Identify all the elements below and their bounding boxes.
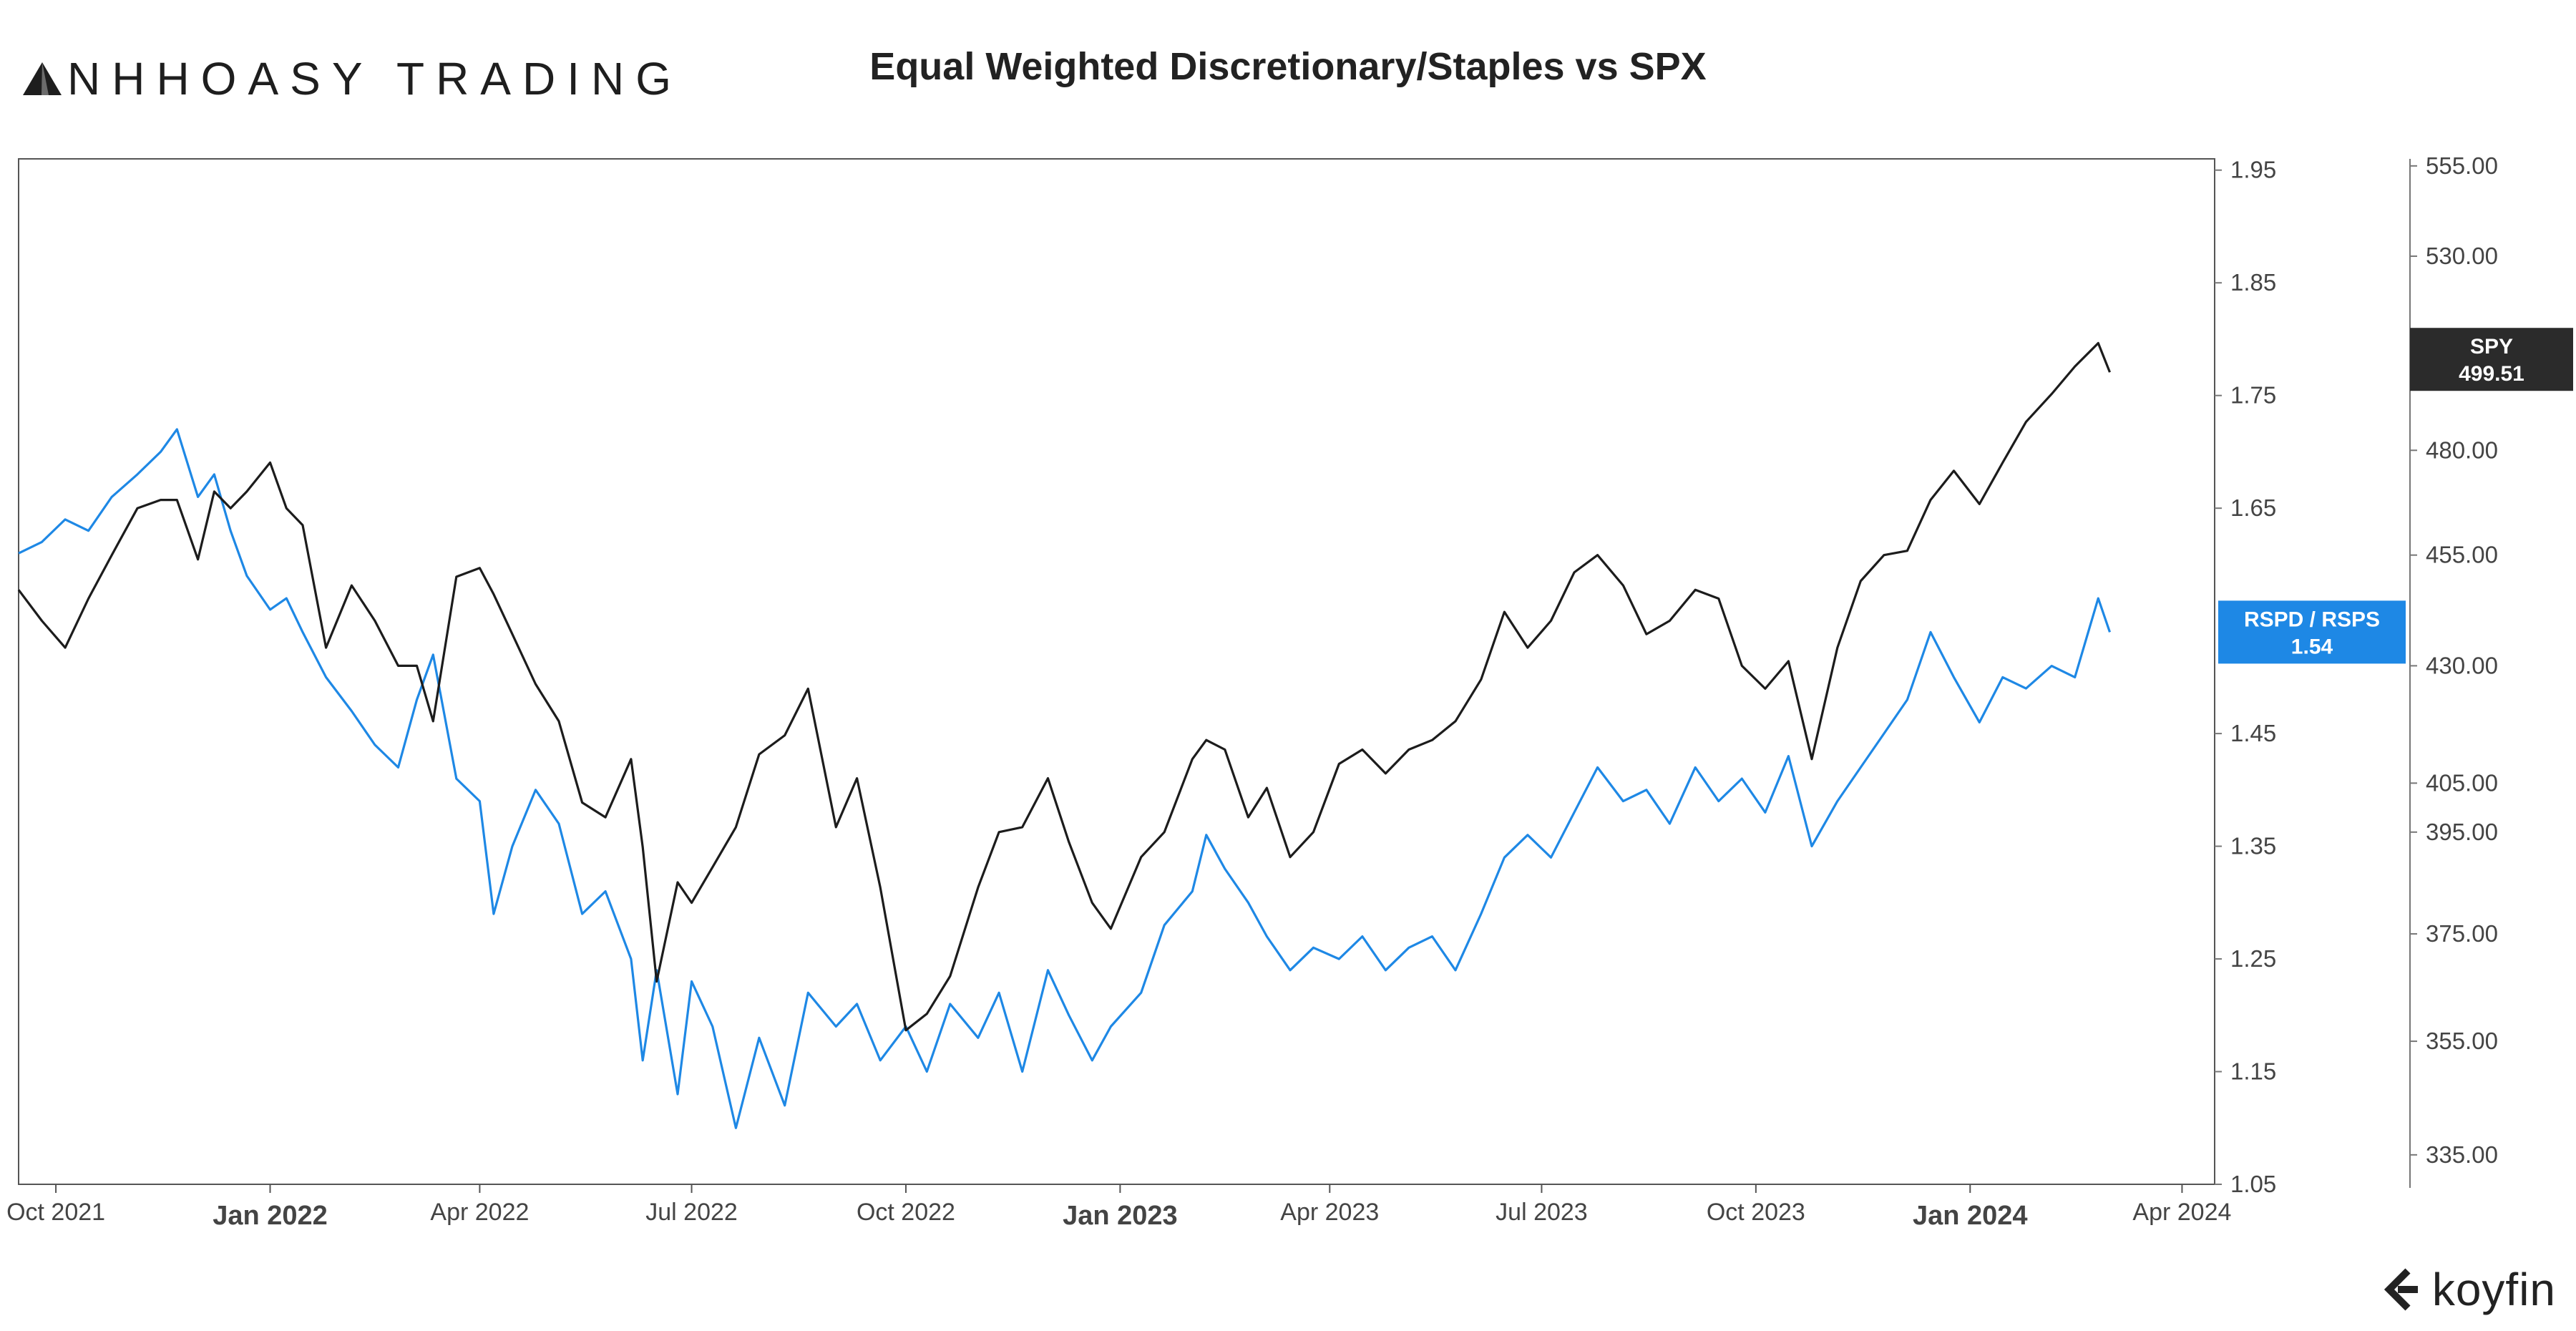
spy-badge-value: 499.51 [2459,362,2524,386]
x-axis-tick-label: Jan 2024 [1913,1201,2028,1231]
koyfin-chevron-icon [2384,1268,2418,1311]
x-axis-tick-label: Apr 2023 [1280,1199,1379,1226]
left-axis-tick-label: 1.85 [2230,269,2276,296]
x-axis-tick-label: Jul 2022 [645,1199,738,1226]
right-axis-tick-label: 335.00 [2426,1141,2498,1168]
left-axis-tick-label: 1.75 [2230,382,2276,409]
x-axis-tick-label: Oct 2023 [1707,1199,1805,1226]
left-axis-tick-label: 1.45 [2230,720,2276,746]
ratio-badge-value: 1.54 [2291,635,2333,658]
right-axis-tick-label: 430.00 [2426,652,2498,678]
left-axis-tick-label: 1.25 [2230,945,2276,972]
x-axis-tick-label: Oct 2021 [6,1199,105,1226]
x-axis-tick-label: Jan 2022 [213,1201,328,1231]
left-axis-tick-label: 1.65 [2230,494,2276,521]
triangle-mountain-icon [23,62,62,95]
right-axis-tick-label: 375.00 [2426,920,2498,947]
right-axis-tick-label: 530.00 [2426,243,2498,269]
spy-badge-name: SPY [2470,335,2513,359]
right-axis-tick-label: 355.00 [2426,1028,2498,1054]
brand-logo: NHHOASY TRADING [21,50,683,107]
right-axis-tick-label: 480.00 [2426,437,2498,463]
ratio-badge-name: RSPD / RSPS [2244,608,2380,631]
right-axis-tick-label: 555.00 [2426,152,2498,179]
series-line-rspd-rsps [18,428,2112,1129]
right-axis-tick-label: 395.00 [2426,819,2498,845]
left-axis-tick-label: 1.15 [2230,1058,2276,1085]
koyfin-logo: koyfin [2381,1261,2556,1318]
series-line-spy [17,341,2111,1032]
x-axis-tick-label: Jan 2023 [1063,1201,1178,1231]
x-axis-tick-label: Apr 2022 [430,1199,529,1226]
right-axis-tick-label: 405.00 [2426,769,2498,796]
left-axis-tick-label: 1.95 [2230,157,2276,183]
ratio-last-value-badge [2218,600,2406,664]
x-axis-tick-label: Apr 2024 [2132,1199,2231,1226]
x-axis-tick-label: Oct 2022 [857,1199,955,1226]
chart-title: Equal Weighted Discretionary/Staples vs … [869,45,1707,88]
right-axis-tick-label: 455.00 [2426,542,2498,568]
plot-frame [18,158,2215,1185]
left-axis-tick-label: 1.35 [2230,833,2276,859]
spy-last-value-badge [2410,328,2573,391]
koyfin-logo-text: koyfin [2431,1264,2556,1315]
x-axis-tick-label: Jul 2023 [1496,1199,1588,1226]
brand-name: NHHOASY TRADING [67,53,683,104]
left-axis-tick-label: 1.05 [2230,1171,2276,1197]
